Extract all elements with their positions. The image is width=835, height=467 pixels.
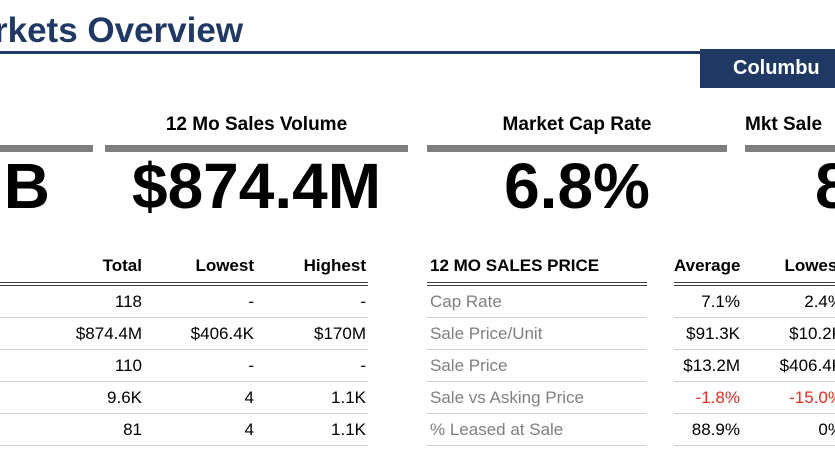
cell-negative: -15.0% (742, 381, 835, 414)
spacer (647, 414, 674, 446)
kpi-bar (0, 145, 93, 152)
cell: $13.2M (674, 349, 742, 382)
row-label: Cap Rate (427, 284, 647, 318)
cell: $170M (256, 317, 368, 350)
column-header-lowest: Lowest (742, 253, 835, 286)
table-row: 9.6K 4 1.1K (0, 381, 368, 414)
cell: $10.2K (742, 317, 835, 350)
sales-summary-table: Total Lowest Highest 118 - - $874.4M $40… (0, 253, 368, 446)
table-row-sale-vs-asking: Sale vs Asking Price -1.8% -15.0% (427, 381, 835, 414)
cell: 9.6K (0, 381, 144, 414)
table-row-sale-price-unit: Sale Price/Unit $91.3K $10.2K (427, 317, 835, 350)
table-row: $874.4M $406.4K $170M (0, 317, 368, 350)
kpi-label: 12 Mo Sales Volume (165, 114, 348, 135)
cell: 88.9% (674, 413, 742, 446)
table-row-sale-price: Sale Price $13.2M $406.4K (427, 349, 835, 382)
kpi-value: B (3, 150, 50, 222)
spacer (647, 318, 674, 350)
column-header-highest: Highest (256, 253, 368, 286)
table-row: 118 - - (0, 284, 368, 318)
cell: 4 (144, 381, 256, 414)
cell: $406.4K (144, 317, 256, 350)
kpi-value: 6.8% (504, 150, 650, 222)
column-header-total: Total (0, 253, 144, 286)
cell: - (144, 349, 256, 382)
cell: $91.3K (674, 317, 742, 350)
cell-negative: -1.8% (674, 381, 742, 414)
kpi-label: Market Cap Rate (502, 114, 652, 135)
cell: 81 (0, 413, 144, 446)
page-title: rkets Overview (0, 11, 244, 50)
region-tab-label: Columbu (733, 57, 820, 79)
cell: - (144, 284, 256, 318)
cell: 118 (0, 284, 144, 318)
row-label: Sale Price (427, 349, 647, 382)
column-header-average: Average (674, 253, 742, 286)
column-header-lowest: Lowest (144, 253, 256, 286)
cell: 4 (144, 413, 256, 446)
row-label: Sale vs Asking Price (427, 381, 647, 414)
kpi-value: $874.4M (131, 150, 382, 222)
sales-price-table: 12 MO SALES PRICE Average Lowest Cap Rat… (427, 253, 835, 446)
cell: 1.1K (256, 413, 368, 446)
kpi-bar (105, 145, 408, 152)
kpi-bar (745, 145, 835, 152)
table-row-pct-leased: % Leased at Sale 88.9% 0% (427, 413, 835, 446)
kpi-bar (427, 145, 727, 152)
row-label: Sale Price/Unit (427, 317, 647, 350)
cell: 110 (0, 349, 144, 382)
table-row: 81 4 1.1K (0, 413, 368, 446)
cell: $406.4K (742, 349, 835, 382)
cell: 7.1% (674, 284, 742, 318)
table-row-cap-rate: Cap Rate 7.1% 2.4% (427, 284, 835, 318)
title-underline (0, 51, 700, 54)
row-label: % Leased at Sale (427, 413, 647, 446)
table-row: 110 - - (0, 349, 368, 382)
cell: 0% (742, 413, 835, 446)
table-header-row: Total Lowest Highest (0, 253, 368, 286)
table-title: 12 MO SALES PRICE (427, 253, 647, 286)
cell: $874.4M (0, 317, 144, 350)
cell: 2.4% (742, 284, 835, 318)
kpi-label: Mkt Sale (745, 114, 823, 135)
spacer (647, 284, 674, 318)
cell: - (256, 284, 368, 318)
spacer (647, 382, 674, 414)
spacer (647, 253, 674, 284)
cell: 1.1K (256, 381, 368, 414)
table-header-row: 12 MO SALES PRICE Average Lowest (427, 253, 835, 286)
region-tab-columbus[interactable]: Columbu (700, 49, 835, 88)
kpi-value: 8 (815, 150, 835, 222)
spacer (647, 350, 674, 382)
cell: - (256, 349, 368, 382)
